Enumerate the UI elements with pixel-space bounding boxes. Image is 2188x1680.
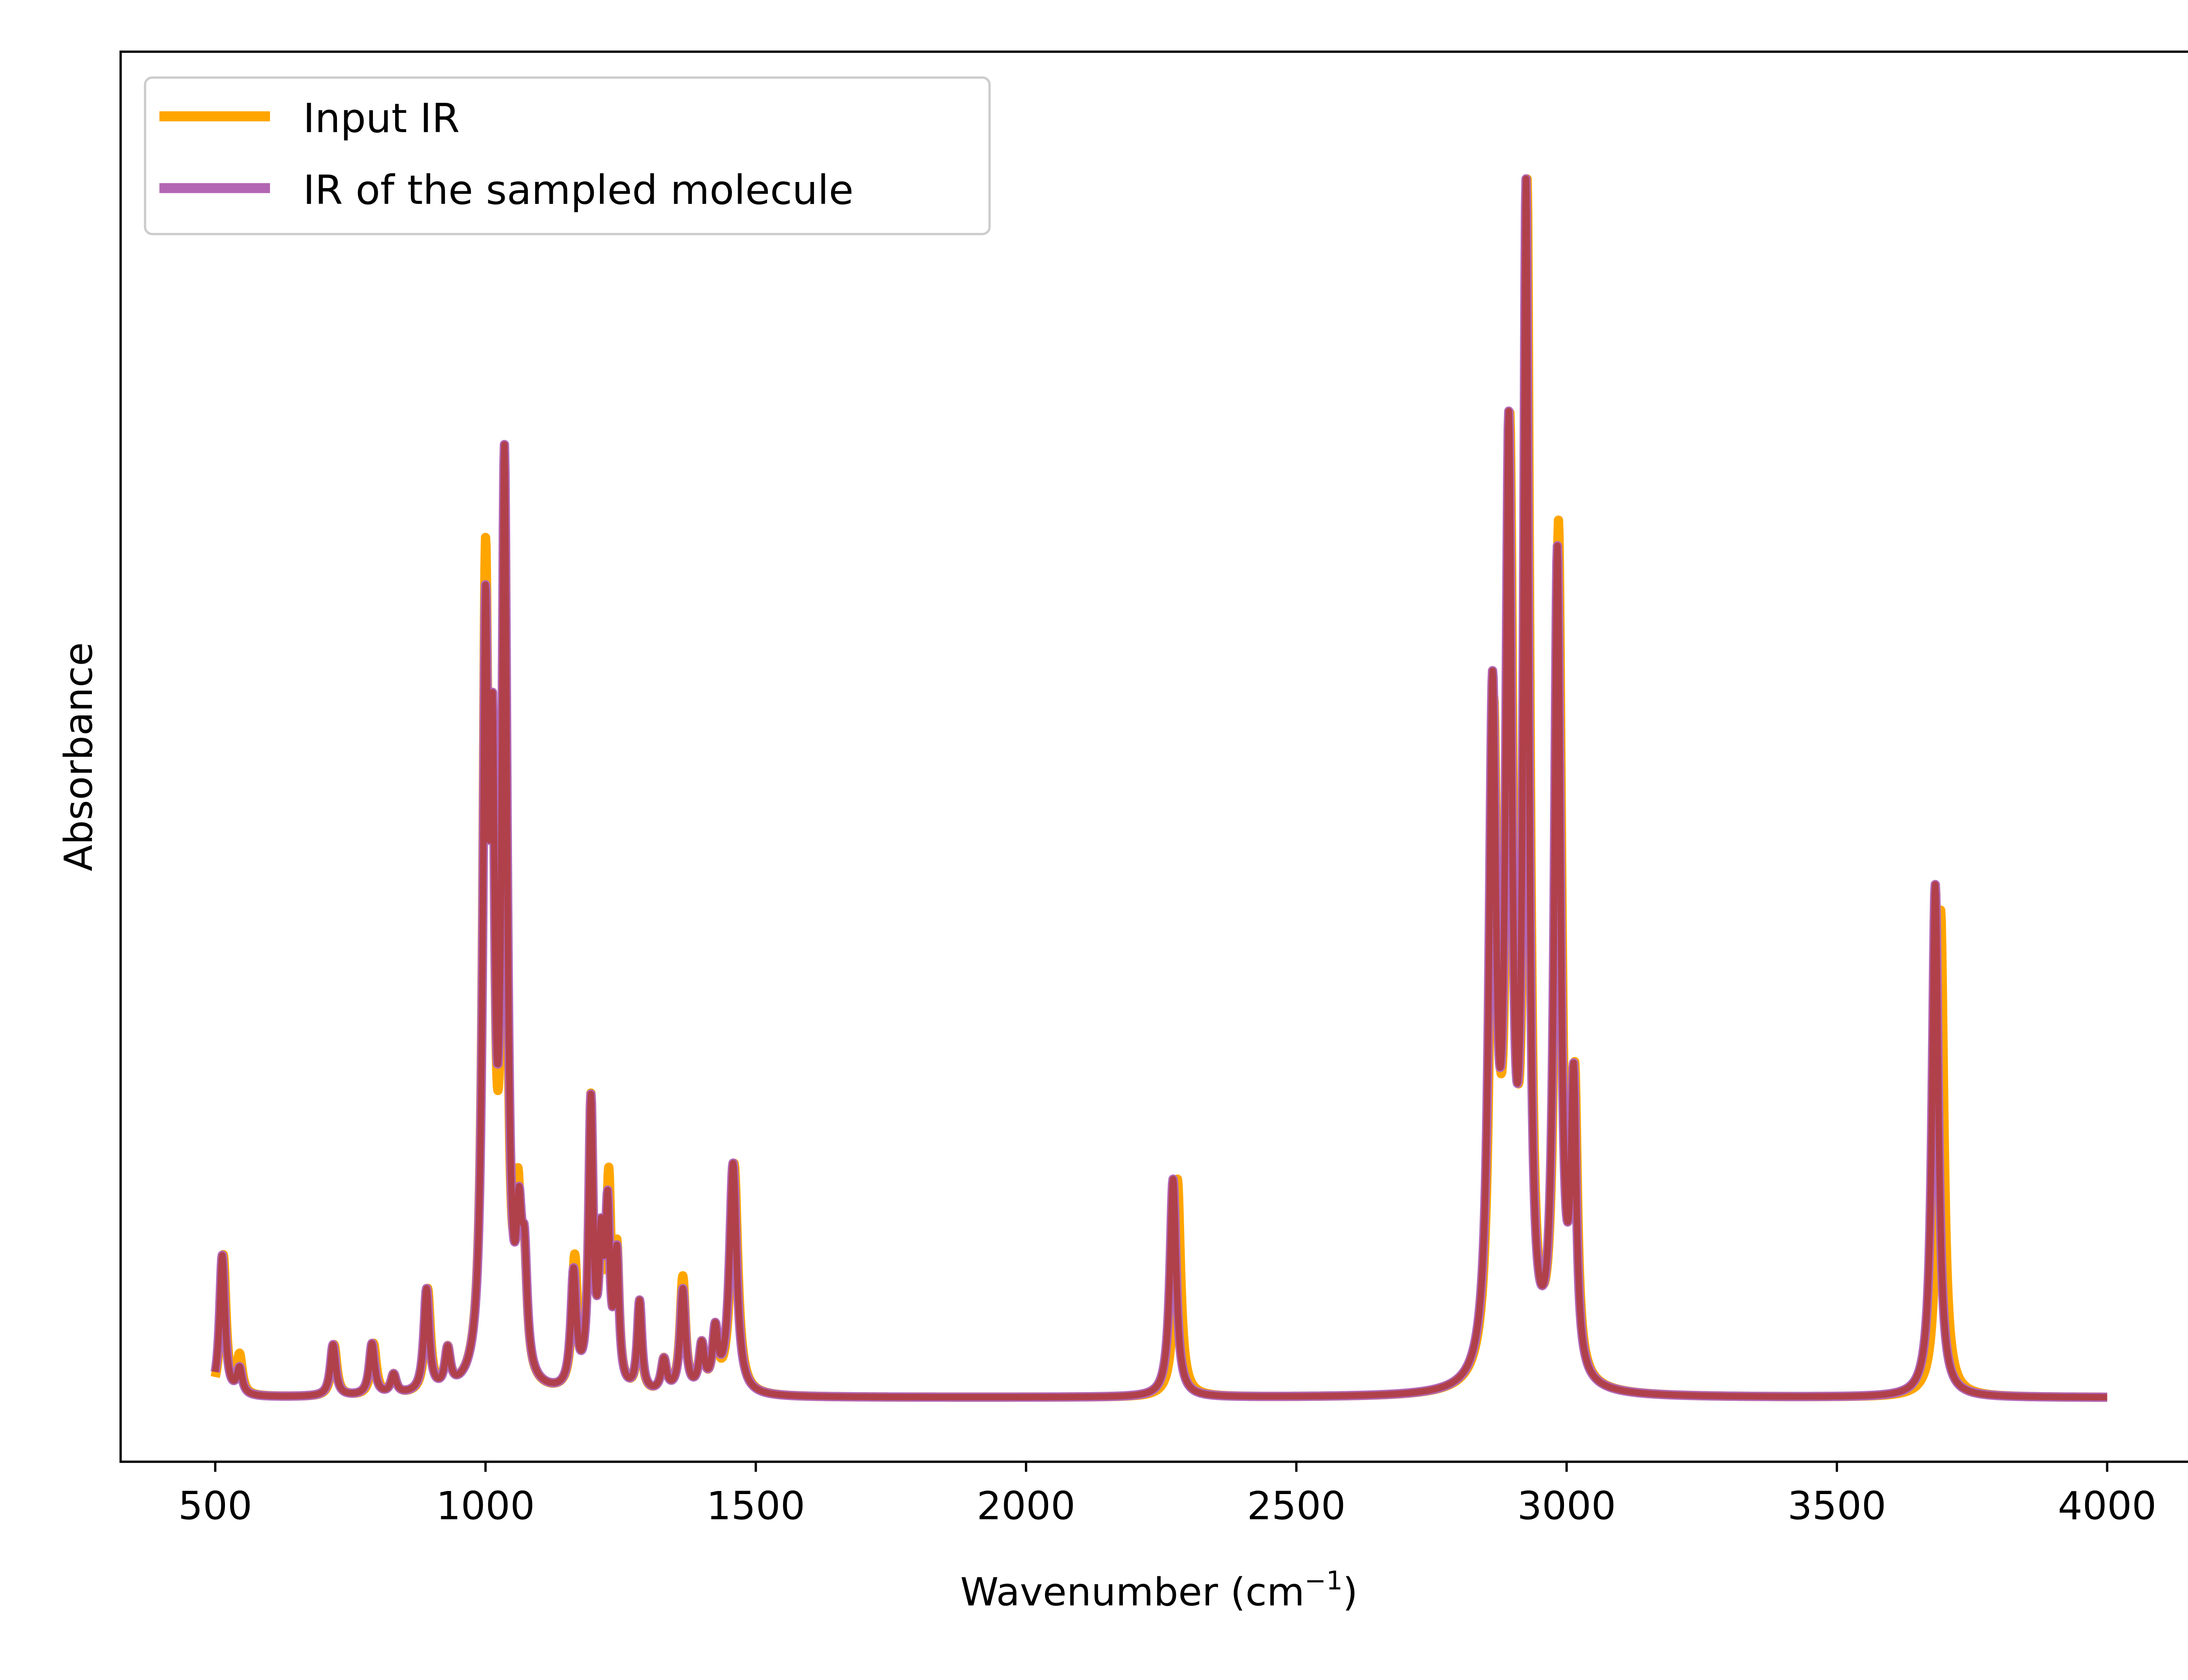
legend-label-sampled-ir: IR of the sampled molecule [303,167,854,214]
x-tick-label: 1500 [706,1483,805,1528]
series-lines [210,174,2111,1402]
x-tick-label: 3000 [1517,1483,1616,1528]
y-axis-label: Absorbance [56,642,101,872]
series-line-overlap [212,175,2110,1401]
x-tick-label: 1000 [436,1483,535,1528]
plot-frame [119,50,2188,1463]
x-tick-label: 3500 [1788,1483,1886,1528]
legend: Input IR IR of the sampled molecule [144,76,991,235]
x-tick-label: 500 [178,1483,252,1528]
legend-label-input-ir: Input IR [303,95,460,142]
x-tick-label: 2500 [1247,1483,1346,1528]
x-tick-label: 4000 [2058,1483,2156,1528]
x-axis-ticks: 500 1000 1500 2000 2500 3000 3500 4000 [178,1462,2156,1528]
x-axis-label: Wavenumber (cm−1) [960,1565,1357,1614]
x-tick-label: 2000 [977,1483,1076,1528]
legend-frame [144,76,991,235]
